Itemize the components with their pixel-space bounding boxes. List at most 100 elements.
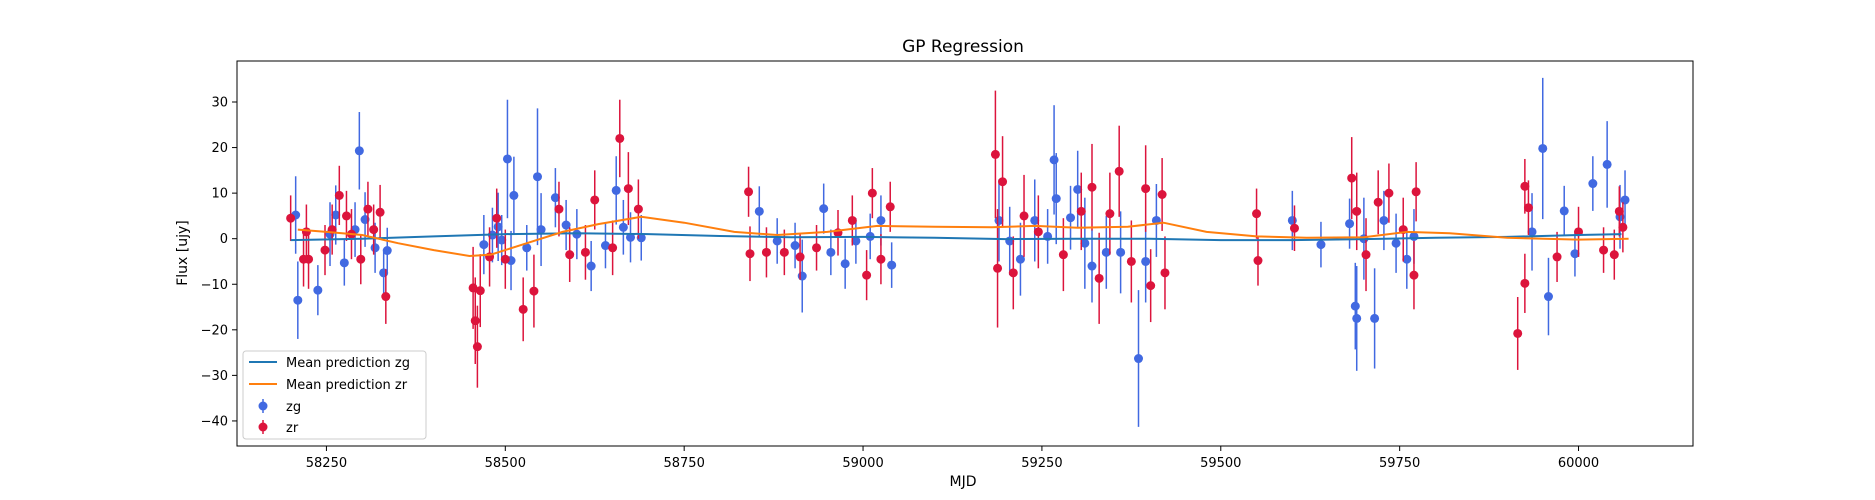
- zg-point-36: [826, 247, 836, 257]
- zr-point-53: [1105, 209, 1115, 219]
- zr-point-13: [381, 292, 391, 302]
- zg-point-28: [618, 222, 628, 232]
- zr-point-58: [1157, 189, 1167, 199]
- zr-point-19: [492, 213, 502, 223]
- zg-point-29: [626, 232, 636, 242]
- zg-point-67: [1402, 254, 1412, 264]
- y-tick-label-7: 30: [211, 96, 228, 111]
- x-axis-label: MJD: [950, 474, 977, 490]
- legend: Mean prediction zg Mean prediction zr zg…: [242, 350, 427, 440]
- zg-point-37: [840, 259, 850, 269]
- zg-point-26: [600, 241, 610, 251]
- zr-point-45: [998, 177, 1008, 187]
- mean-prediction-zg-line: [290, 232, 1622, 242]
- y-tick-label-1: −30: [201, 369, 228, 384]
- legend-label-zg-points: zg: [286, 400, 301, 415]
- zg-point-72: [1559, 206, 1569, 216]
- zr-point-24: [565, 250, 575, 260]
- zg-point-73: [1570, 249, 1580, 259]
- zg-point-31: [754, 206, 764, 216]
- zr-point-75: [1552, 252, 1562, 262]
- zg-point-33: [790, 241, 800, 251]
- zr-point-31: [744, 187, 754, 197]
- zr-point-29: [623, 184, 633, 194]
- zr-point-6: [334, 190, 344, 200]
- zr-point-9: [356, 254, 366, 264]
- x-tick-label-7: 60000: [1558, 456, 1599, 471]
- zg-point-16: [502, 154, 512, 164]
- y-tick-label-6: 20: [211, 141, 228, 156]
- zr-point-48: [1033, 227, 1043, 237]
- mean-prediction-zr-line: [297, 215, 1629, 258]
- zr-point-54: [1114, 166, 1124, 176]
- zr-point-15: [470, 316, 480, 326]
- zg-point-75: [1602, 159, 1612, 169]
- plot-data-layer: [286, 77, 1630, 427]
- zg-point-44: [1015, 254, 1025, 264]
- zg-point-59: [1316, 240, 1326, 250]
- zr-point-66: [1373, 197, 1383, 207]
- zg-point-1: [293, 295, 303, 305]
- zr-point-7: [341, 211, 351, 221]
- zg-point-61: [1350, 301, 1360, 311]
- zr-point-74: [1520, 181, 1530, 191]
- zr-point-70: [1411, 187, 1421, 197]
- legend-swatch-zr-marker: [258, 422, 268, 432]
- plot-frame: [236, 60, 1694, 447]
- zg-point-2: [313, 285, 323, 295]
- zg-point-19: [522, 243, 532, 253]
- zr-point-52: [1094, 273, 1104, 283]
- zg-point-51: [1080, 238, 1090, 248]
- zr-point-23: [554, 204, 564, 214]
- zr-point-17: [475, 286, 485, 296]
- zg-point-50: [1073, 184, 1083, 194]
- x-tick-label-3: 59000: [842, 456, 883, 471]
- legend-label-zr-points: zr: [286, 421, 299, 436]
- x-tick-label-2: 58750: [663, 456, 704, 471]
- zr-point-22: [529, 286, 539, 296]
- zr-point-16: [472, 342, 482, 352]
- zr-point-21: [518, 304, 528, 314]
- zr-point-33: [761, 247, 771, 257]
- zr-point-73: [1523, 203, 1533, 213]
- zr-point-61: [1253, 256, 1263, 266]
- zr-point-60: [1252, 209, 1262, 219]
- legend-label-zg-line: Mean prediction zg: [286, 356, 410, 371]
- zg-point-20: [533, 172, 543, 182]
- zr-point-28: [615, 133, 625, 143]
- zr-point-4: [320, 245, 330, 255]
- zr-point-39: [862, 270, 872, 280]
- legend-label-zr-line: Mean prediction zr: [286, 378, 408, 393]
- zg-point-22: [550, 193, 560, 203]
- zg-point-52: [1087, 261, 1097, 271]
- x-tick-label-5: 59500: [1200, 456, 1241, 471]
- zg-point-49: [1066, 213, 1076, 223]
- zr-point-47: [1019, 211, 1029, 221]
- zr-point-43: [990, 149, 1000, 159]
- x-tick-label-4: 59250: [1021, 456, 1062, 471]
- y-axis: −40 −30 −20 −10 0 10 20 30: [201, 96, 237, 429]
- zr-point-42: [885, 202, 895, 212]
- zg-point-64: [1370, 313, 1380, 323]
- x-tick-label-1: 58500: [485, 456, 526, 471]
- y-tick-label-4: 0: [220, 232, 228, 247]
- zr-point-78: [1609, 250, 1619, 260]
- zg-point-53: [1101, 247, 1111, 257]
- zg-point-12: [479, 240, 489, 250]
- zg-point-11: [382, 246, 392, 256]
- zg-point-71: [1543, 292, 1553, 302]
- zg-point-70: [1538, 143, 1548, 153]
- zg-point-45: [1030, 215, 1040, 225]
- zg-point-41: [887, 260, 897, 270]
- zr-point-34: [779, 247, 789, 257]
- chart-title: GP Regression: [902, 37, 1024, 57]
- zg-point-55: [1134, 354, 1144, 364]
- zr-point-0: [286, 213, 296, 223]
- zr-point-30: [633, 204, 643, 214]
- zr-point-71: [1513, 328, 1523, 338]
- zr-point-77: [1599, 245, 1609, 255]
- zr-point-38: [847, 215, 857, 225]
- zr-point-49: [1058, 250, 1068, 260]
- zg-point-66: [1391, 238, 1401, 248]
